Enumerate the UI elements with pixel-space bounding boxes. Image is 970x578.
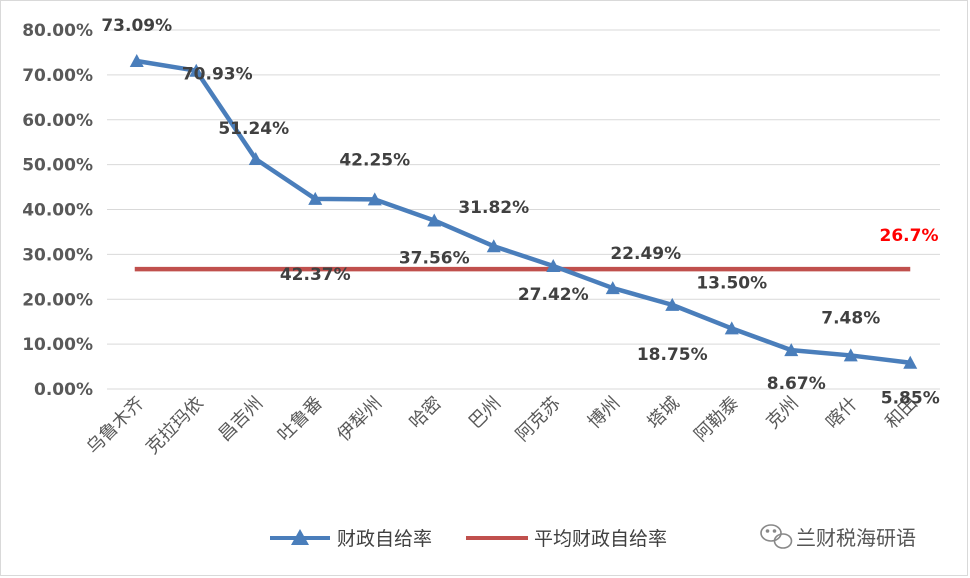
x-category-label: 喀什 [822, 393, 862, 433]
legend: 财政自给率 平均财政自给率 [270, 528, 667, 550]
data-point [665, 297, 680, 311]
y-tick-label: 0.00% [34, 380, 93, 400]
x-category-label: 昌吉州 [214, 393, 267, 446]
legend-label-main: 财政自给率 [337, 528, 432, 550]
wechat-icon [760, 524, 793, 549]
data-label: 27.42% [518, 285, 589, 305]
data-label: 18.75% [637, 345, 708, 365]
y-tick-label: 30.00% [22, 245, 93, 265]
y-tick-label: 60.00% [22, 111, 93, 131]
x-category-label: 伊犁州 [333, 393, 386, 446]
data-point [546, 258, 561, 272]
data-point [367, 192, 382, 206]
data-labels: 73.09% 70.93% 51.24% 42.37% 42.25% 37.56% 31.8… [101, 16, 939, 409]
data-label: 7.48% [821, 308, 880, 328]
x-category-label: 克州 [762, 393, 802, 433]
legend-item-main: 财政自给率 [270, 528, 432, 550]
watermark-text: 兰财税海研语 [796, 526, 916, 550]
x-category-label: 巴州 [465, 393, 505, 433]
gridlines [107, 29, 940, 390]
data-point [427, 213, 442, 227]
legend-item-average: 平均财政自给率 [466, 528, 667, 550]
watermark: 兰财税海研语 [760, 524, 916, 550]
x-category-label: 克拉玛依 [142, 393, 208, 459]
data-point [605, 281, 620, 295]
y-tick-label: 80.00% [22, 21, 93, 41]
data-label: 8.67% [767, 374, 826, 394]
series-line [136, 58, 911, 365]
x-category-label: 哈密 [405, 393, 445, 433]
data-point [903, 355, 918, 369]
y-tick-label: 20.00% [22, 290, 93, 310]
y-tick-label: 70.00% [22, 66, 93, 86]
legend-triangle-icon [291, 529, 309, 545]
x-category-label: 吐鲁番 [274, 393, 327, 446]
x-category-label: 阿克苏 [512, 393, 565, 446]
data-label: 42.25% [339, 150, 410, 170]
data-point [308, 191, 323, 205]
data-label: 73.09% [101, 16, 172, 36]
x-category-label: 博州 [584, 393, 624, 433]
data-point [248, 152, 263, 166]
main-series [129, 54, 918, 369]
data-label: 5.85% [881, 389, 940, 409]
data-label: 22.49% [610, 244, 681, 264]
x-category-label: 塔城 [643, 393, 683, 433]
data-label: 13.50% [696, 273, 767, 293]
y-axis-ticks: 0.00% 10.00% 20.00% 30.00% 40.00% 50.00% 60.00… [22, 21, 93, 400]
data-label: 42.37% [280, 265, 351, 285]
y-tick-label: 50.00% [22, 156, 93, 176]
y-tick-label: 40.00% [22, 201, 93, 221]
data-label: 70.93% [182, 65, 253, 85]
y-tick-label: 10.00% [22, 335, 93, 355]
data-point [784, 343, 799, 357]
data-point [843, 348, 858, 362]
data-label: 51.24% [218, 119, 289, 139]
data-label: 37.56% [399, 248, 470, 268]
data-point [189, 63, 204, 77]
x-category-label: 阿勒泰 [690, 393, 743, 446]
x-category-label: 乌鲁木齐 [83, 393, 149, 459]
data-point [129, 54, 144, 68]
legend-label-average: 平均财政自给率 [534, 528, 667, 550]
data-point [486, 239, 501, 253]
data-label: 31.82% [458, 198, 529, 218]
average-label: 26.7% [880, 226, 939, 246]
data-point [724, 321, 739, 335]
